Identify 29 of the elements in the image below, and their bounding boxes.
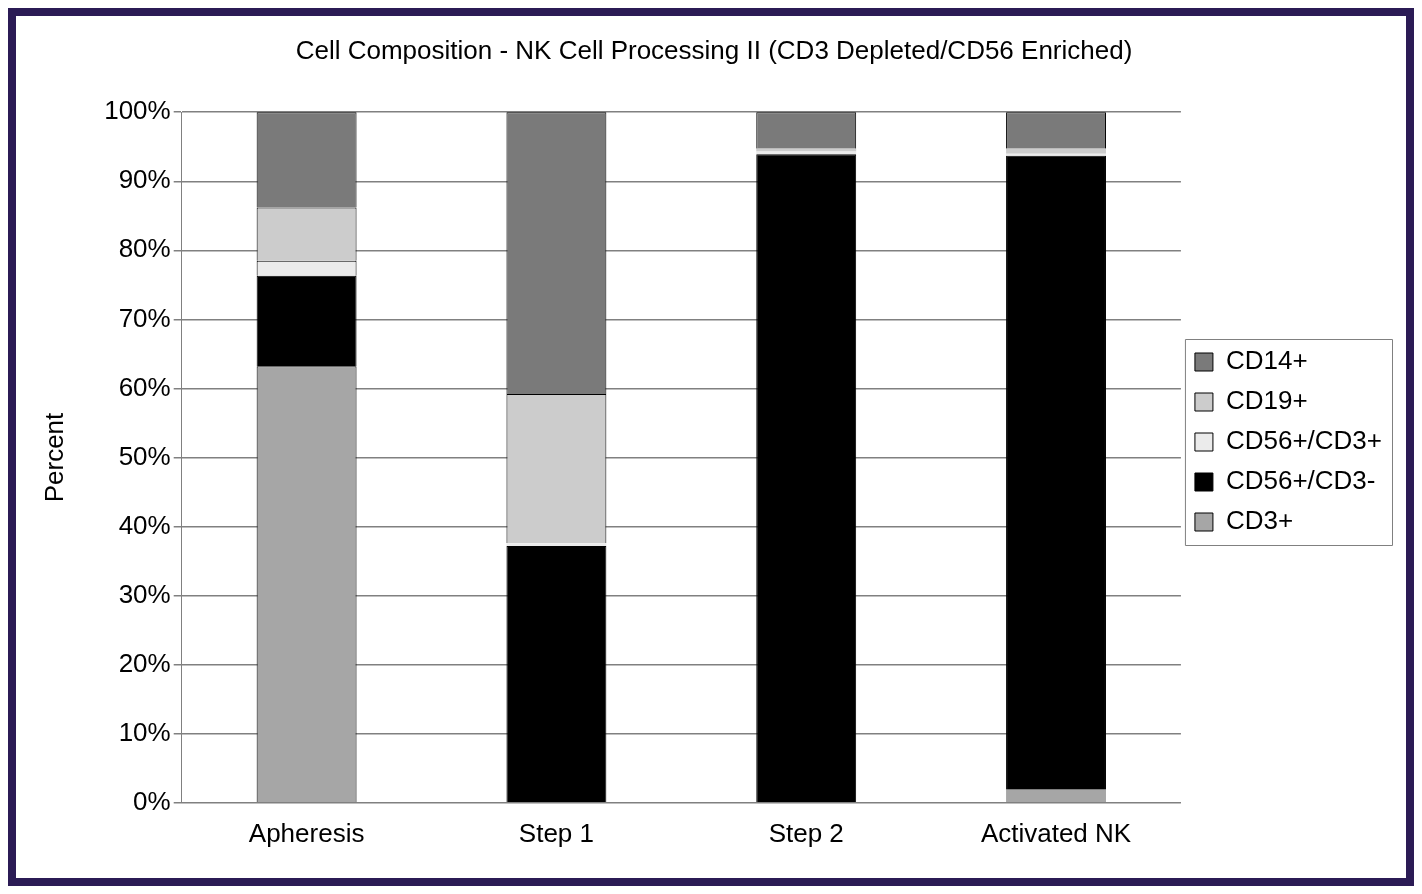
x-tick-label: Activated NK: [980, 817, 1132, 848]
legend-label: CD56+/CD3-: [1225, 465, 1376, 496]
bar: [506, 545, 607, 803]
y-tick-label: 30%: [118, 578, 171, 609]
y-tick-label: 0%: [133, 785, 171, 816]
y-tick-label: 40%: [118, 509, 171, 540]
x-tick-label: Apheresis: [248, 817, 365, 848]
y-tick-label: 50%: [118, 440, 171, 471]
bar: [1006, 789, 1106, 803]
y-tick-label: 90%: [118, 164, 171, 195]
y-tick-label: 60%: [118, 371, 171, 402]
bar: [506, 543, 607, 546]
x-tick-label: Step 2: [768, 817, 844, 848]
chart-title: Cell Composition - NK Cell Processing II (CD3 Depleted/CD56 Enriched): [295, 34, 1133, 65]
legend-label: CD14+: [1225, 345, 1308, 376]
legend-label: CD19+: [1225, 385, 1308, 416]
legend-label: CD56+/CD3+: [1225, 425, 1382, 456]
y-tick-label: 10%: [118, 716, 171, 747]
bar: [1006, 153, 1106, 156]
bar: [1006, 155, 1106, 790]
y-axis-title: Percent: [38, 411, 69, 503]
y-tick-label: 20%: [118, 647, 171, 678]
legend-label: CD3+: [1225, 505, 1294, 536]
y-tick-label: 70%: [118, 302, 171, 333]
y-tick-label: 80%: [118, 233, 171, 264]
x-tick-label: Step 1: [518, 817, 594, 848]
y-tick-label: 100%: [104, 95, 171, 126]
bar: [1006, 148, 1106, 154]
bar: [756, 154, 857, 803]
